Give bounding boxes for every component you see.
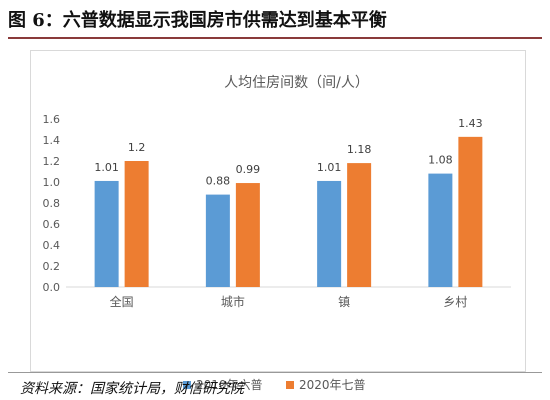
title-divider xyxy=(8,37,542,39)
x-tick-label: 乡村 xyxy=(443,295,467,309)
data-label: 1.2 xyxy=(128,141,146,154)
y-tick-label: 0.0 xyxy=(43,281,61,294)
figure-title: 图 6：六普数据显示我国房市供需达到基本平衡 xyxy=(8,10,387,31)
bar-2020 xyxy=(124,161,149,287)
bar-2020 xyxy=(235,183,260,287)
x-tick-label: 城市 xyxy=(221,294,245,309)
legend-label-2020: 2020年七普 xyxy=(299,378,366,392)
data-label: 1.01 xyxy=(317,161,342,174)
x-tick-label: 全国 xyxy=(110,294,134,309)
legend-item-2020: 2020年七普 xyxy=(286,376,366,393)
chart-title: 人均住房间数（间/人） xyxy=(224,75,369,91)
legend-label-2010: 2010年六普 xyxy=(196,378,263,392)
legend-swatch-2010 xyxy=(183,381,191,389)
bar-2010 xyxy=(428,173,453,287)
y-tick-label: 0.6 xyxy=(43,218,61,231)
x-tick-label: 镇 xyxy=(338,295,350,309)
bar-2010 xyxy=(317,180,342,287)
bar-2020 xyxy=(347,163,372,287)
source-divider xyxy=(8,372,542,373)
source-note: 资料来源：国家统计局，财信研究院 xyxy=(20,381,244,397)
legend-swatch-2020 xyxy=(286,381,294,389)
legend-item-2010: 2010年六普 xyxy=(183,376,263,393)
y-tick-label: 1.6 xyxy=(43,113,61,126)
y-tick-label: 0.8 xyxy=(43,197,61,210)
y-tick-label: 1.0 xyxy=(43,176,61,189)
data-label: 0.99 xyxy=(236,163,261,176)
data-label: 0.88 xyxy=(206,175,231,188)
bar-2010 xyxy=(94,180,119,287)
bar-2020 xyxy=(458,136,483,287)
chart-frame: 人均住房间数（间/人） 0.0 0.2 0.4 0.6 0.8 1.0 1.2 1.4 1.6 全国… xyxy=(30,50,526,392)
data-label: 1.01 xyxy=(94,161,119,174)
data-label: 1.08 xyxy=(428,154,453,167)
bar-2010 xyxy=(205,194,230,287)
y-tick-label: 0.4 xyxy=(43,239,61,252)
y-tick-label: 1.4 xyxy=(43,134,61,147)
data-label: 1.43 xyxy=(458,117,483,130)
data-label: 1.18 xyxy=(347,143,372,156)
y-tick-label: 0.2 xyxy=(43,260,61,273)
bar-chart: 人均住房间数（间/人） 0.0 0.2 0.4 0.6 0.8 1.0 1.2 1.4 1.6 全国… xyxy=(43,75,511,309)
y-tick-label: 1.2 xyxy=(43,155,61,168)
